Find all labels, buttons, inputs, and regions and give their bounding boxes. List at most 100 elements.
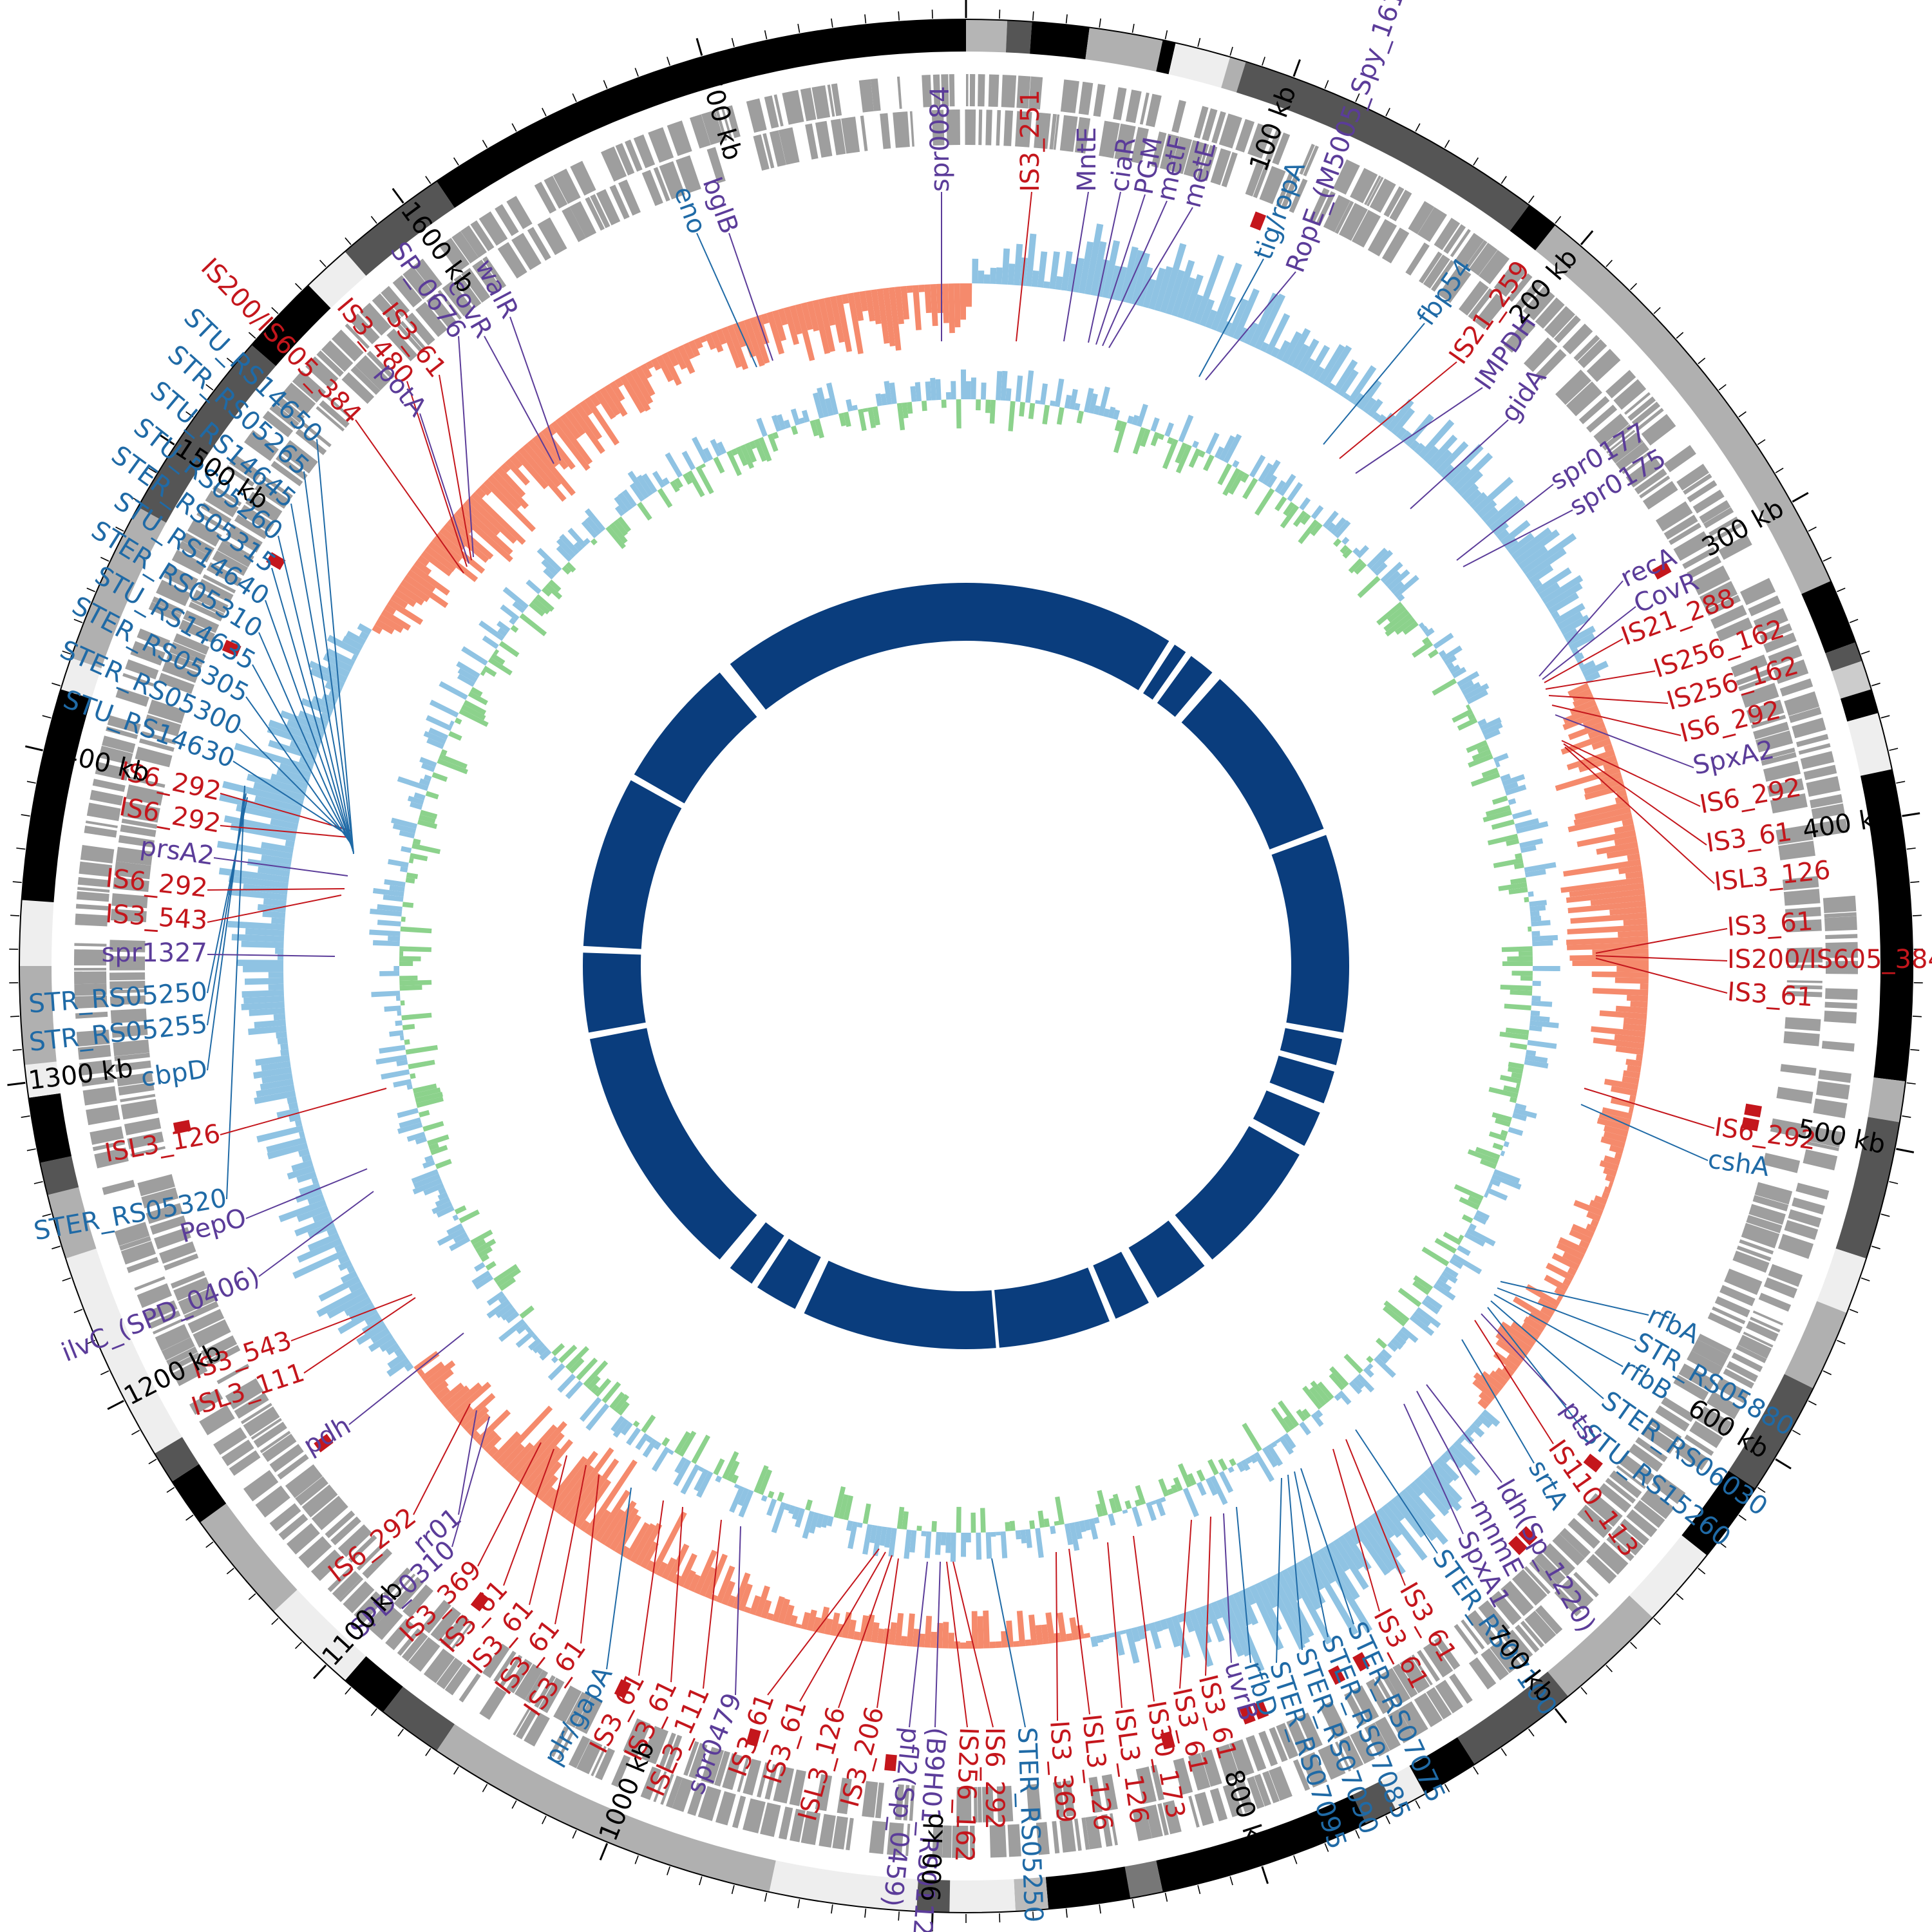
gc-bar <box>1396 427 1407 440</box>
gc-bar <box>1521 1321 1542 1338</box>
skew-bar <box>820 1514 829 1528</box>
skew-bar <box>812 392 824 419</box>
skew-bar <box>1481 767 1499 778</box>
gc-bar <box>397 584 425 606</box>
cds-feature <box>1197 144 1209 179</box>
gc-bar <box>254 1019 287 1028</box>
inner-ring-segment <box>589 1028 757 1260</box>
skew-bar <box>687 470 705 498</box>
gene-label: STER_RS05250 <box>1012 1727 1048 1923</box>
gc-bar <box>1560 732 1610 755</box>
gc-bar <box>296 1205 329 1222</box>
gc-bar <box>900 286 910 320</box>
skew-bar <box>1232 460 1240 468</box>
cds-feature <box>773 1766 795 1804</box>
skew-bar <box>613 1394 630 1413</box>
cds-feature <box>499 1654 523 1687</box>
cds-feature <box>397 1628 421 1656</box>
cds-feature <box>1730 654 1768 677</box>
scale-tick <box>1653 1618 1661 1625</box>
skew-bar <box>1187 1473 1197 1486</box>
scale-tick <box>1823 1370 1832 1376</box>
cds-feature <box>1594 1542 1629 1575</box>
scale-tick <box>1808 526 1817 532</box>
cds-feature <box>359 303 392 336</box>
cds-feature <box>85 820 118 828</box>
gc-bar <box>1566 749 1616 771</box>
cds-feature <box>269 402 299 430</box>
cds-feature <box>1417 207 1447 242</box>
cds-feature <box>115 846 153 866</box>
gc-bar <box>1605 1174 1616 1183</box>
callout-line <box>1345 1439 1406 1586</box>
gc-bar <box>1302 357 1316 375</box>
gc-bar <box>853 1631 861 1640</box>
skew-bar <box>971 1512 976 1533</box>
gc-bar <box>1376 1507 1402 1539</box>
backbone-segment <box>65 1248 182 1454</box>
cds-feature <box>815 1774 833 1812</box>
cds-feature <box>1806 776 1841 797</box>
cds-feature <box>74 995 108 1009</box>
gc-bar <box>261 842 294 854</box>
skew-bar <box>377 920 401 927</box>
skew-bar <box>1483 1191 1489 1198</box>
cds-feature <box>130 1146 166 1157</box>
cds-feature <box>653 1771 667 1803</box>
skew-bar <box>935 379 942 401</box>
skew-bar <box>921 401 927 412</box>
skew-bar <box>1400 1326 1419 1343</box>
gc-bar <box>1423 1469 1462 1511</box>
cds-feature <box>827 84 835 117</box>
skew-bar <box>559 533 580 555</box>
cds-feature <box>1779 678 1814 697</box>
gc-bar <box>319 712 331 722</box>
cds-feature <box>169 1352 201 1372</box>
skew-bar <box>497 627 508 637</box>
skew-bar <box>399 951 404 956</box>
gc-bar <box>882 287 896 346</box>
backbone-segment <box>308 251 366 308</box>
scale-tick <box>148 468 157 473</box>
scale-tick <box>1355 93 1360 102</box>
gc-bar <box>1352 393 1365 407</box>
scale-tick <box>1912 1016 1922 1018</box>
cds-feature <box>557 1730 574 1760</box>
cds-feature <box>134 1276 166 1291</box>
gc-bar <box>1007 263 1016 285</box>
cds-feature <box>831 83 842 117</box>
gc-bar <box>1473 1372 1501 1396</box>
gc-bar <box>683 1569 696 1590</box>
cds-feature <box>1007 1824 1021 1857</box>
skew-bar <box>431 1200 453 1215</box>
gc-bar <box>667 1543 690 1582</box>
gc-bar <box>1148 1622 1162 1650</box>
cds-feature <box>1209 1788 1228 1822</box>
gc-bar <box>471 491 526 545</box>
gc-bar <box>1291 343 1310 369</box>
scale-tick <box>1164 1892 1168 1902</box>
gc-bar <box>1592 948 1649 956</box>
skew-bar <box>1424 627 1435 637</box>
scale-tick <box>1580 1687 1587 1695</box>
skew-bar <box>771 1502 786 1533</box>
gc-bar <box>459 1393 496 1428</box>
cds-feature <box>1515 279 1542 310</box>
callout-line <box>767 1548 880 1696</box>
gc-bar <box>218 867 290 883</box>
gc-bar <box>385 1343 401 1356</box>
gc-bar <box>589 1510 611 1539</box>
skew-bar <box>1467 1149 1499 1165</box>
skew-bar <box>674 477 683 489</box>
cds-feature <box>1001 75 1017 108</box>
skew-bar <box>565 1380 583 1399</box>
backbone-segment <box>1835 1117 1900 1259</box>
cds-feature <box>243 1470 279 1502</box>
cds-feature <box>985 109 992 146</box>
cds-feature <box>1332 159 1360 195</box>
skew-bar <box>401 916 406 922</box>
gc-bar <box>1390 408 1416 436</box>
skew-bar <box>1314 1409 1323 1418</box>
cds-feature <box>896 76 902 109</box>
gc-bar <box>630 368 654 404</box>
